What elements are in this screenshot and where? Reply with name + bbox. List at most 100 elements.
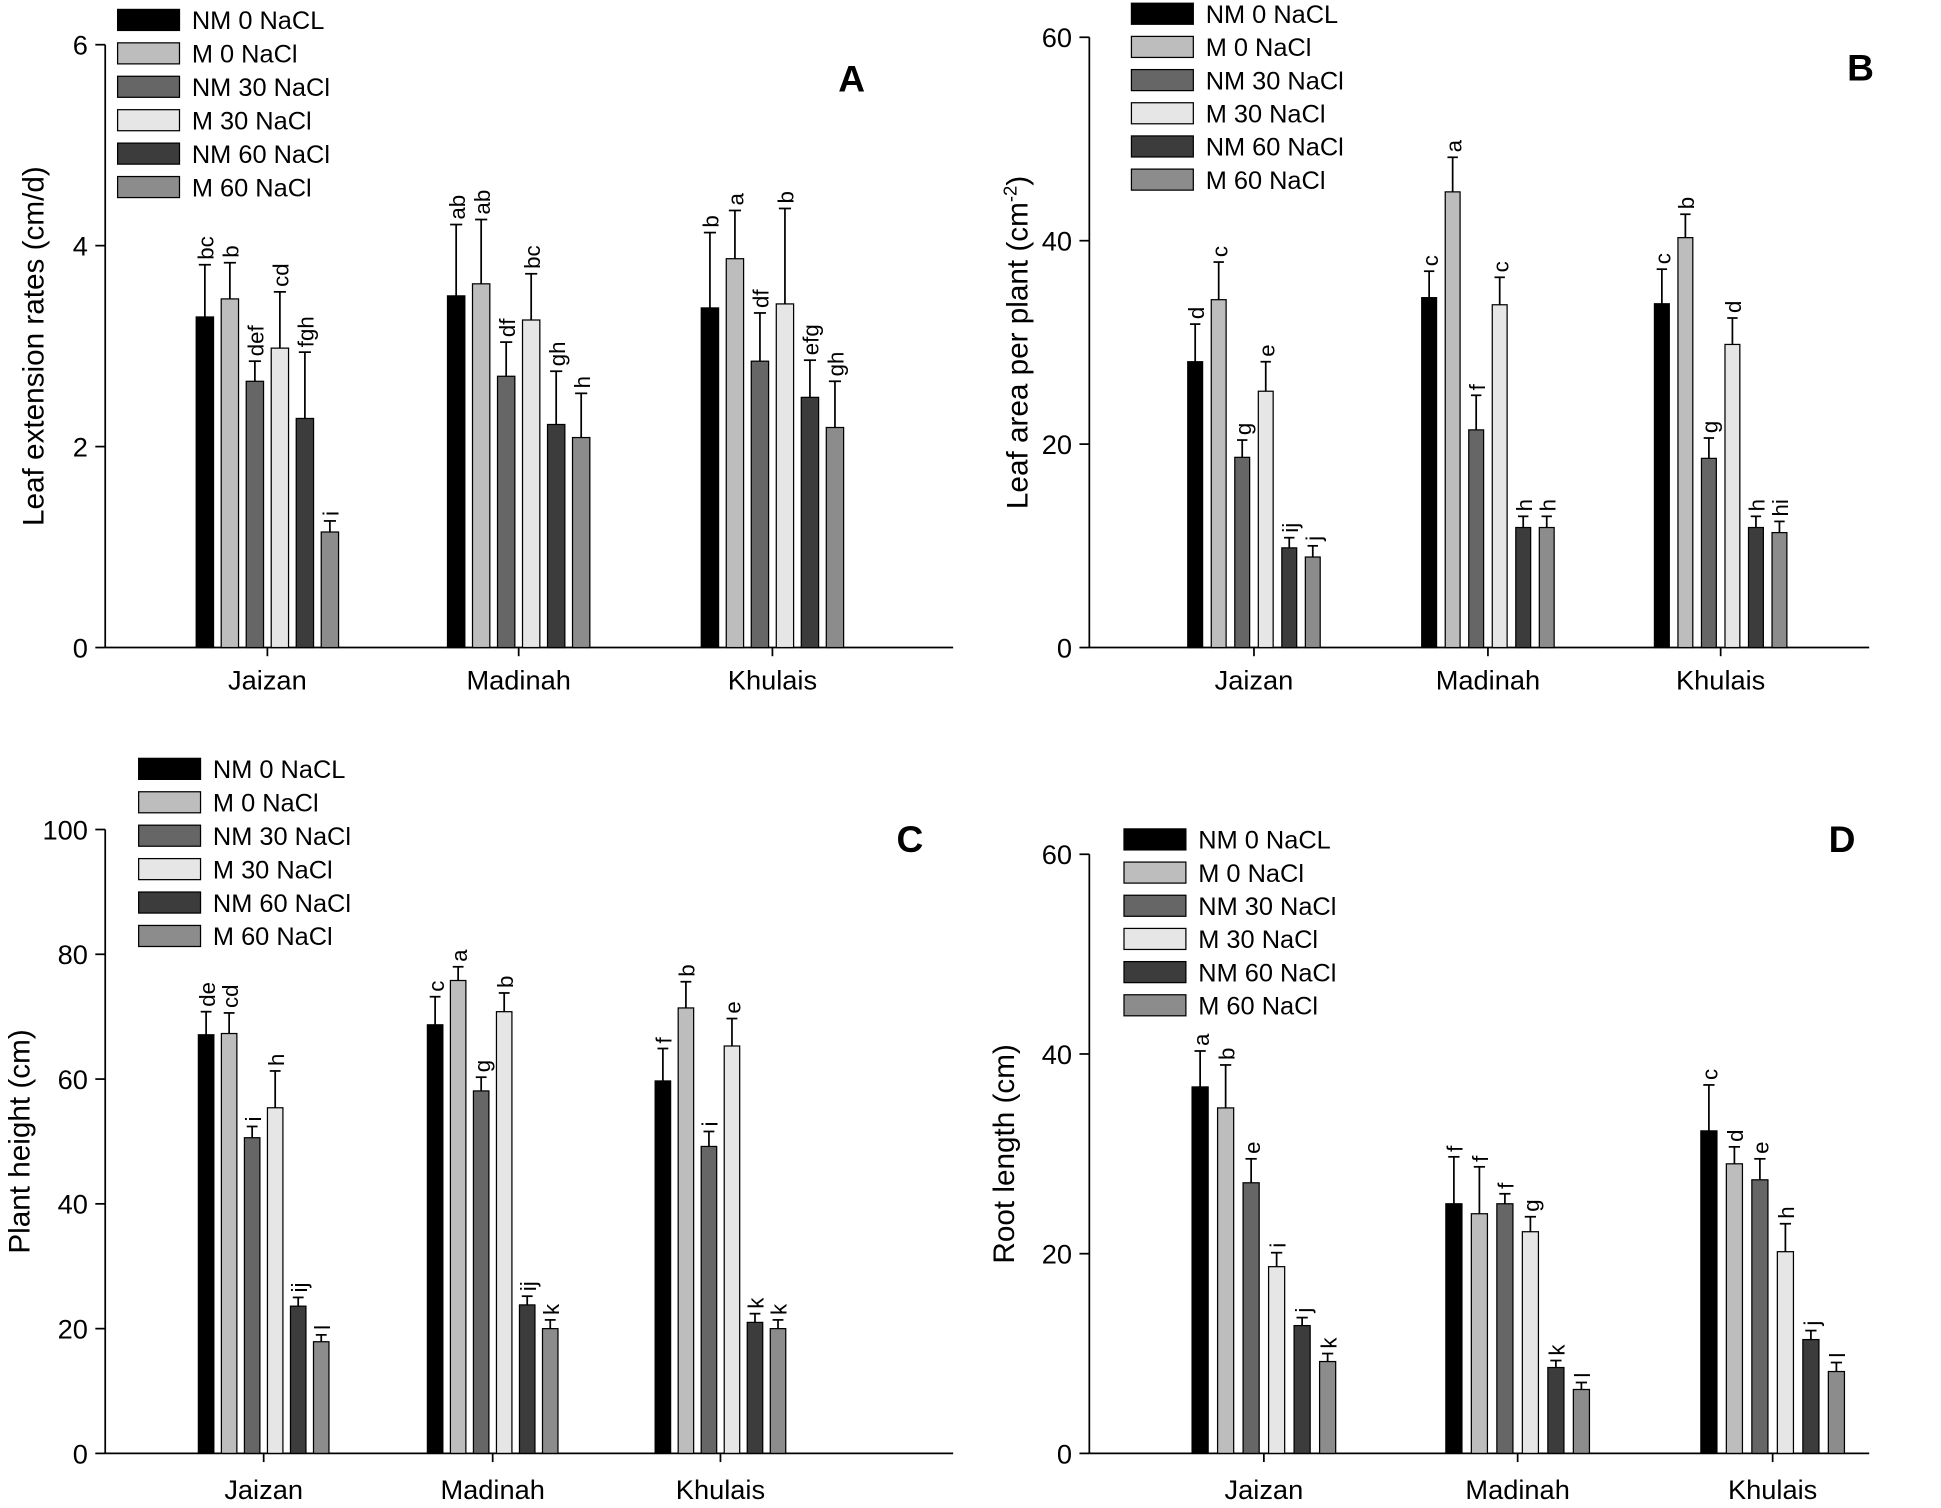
y-tick-label: 40 (58, 1189, 88, 1220)
significance-letter: b (774, 191, 799, 203)
bar-khulais-nm-0-nacl (1700, 1130, 1718, 1455)
error-bar (429, 995, 441, 1025)
significance-letter: bc (194, 236, 219, 260)
legend: NM 0 NaCL M 0 NaCl NM 30 NaCl M 30 NaCl NM 6… (1123, 827, 1336, 1021)
y-tick-label: 20 (1042, 1239, 1072, 1270)
panel-letter: B (1847, 47, 1874, 89)
bar-jaizan-nm-0-nacl (195, 316, 215, 649)
legend-label: NM 60 NaCl (192, 141, 330, 169)
legend-swatch-m-60-nacl (138, 924, 202, 948)
significance-letter: k (744, 1297, 769, 1309)
significance-letter: ab (445, 195, 470, 220)
significance-letter: df (749, 289, 774, 308)
error-bar (1680, 213, 1691, 238)
bar-jaizan-nm-60-nacl (1281, 547, 1298, 649)
significance-letter: d (1721, 301, 1746, 313)
legend-swatch-nm-60-nacl (1130, 135, 1194, 158)
significance-letter: h (264, 1054, 289, 1066)
significance-letter: a (724, 193, 749, 206)
y-axis-title: Root length (cm) (988, 1044, 1021, 1263)
y-tick-label: 60 (58, 1064, 88, 1095)
bar-jaizan-m-0-nacl (1216, 1107, 1235, 1455)
significance-letter: fgh (294, 316, 319, 347)
bar-madinah-nm-30-nacl (1468, 429, 1485, 649)
error-bar (450, 223, 463, 296)
bar-madinah-nm-30-nacl (472, 1090, 490, 1455)
significance-letter: i (241, 1117, 266, 1122)
significance-letter: efg (799, 324, 824, 355)
error-bar (248, 360, 261, 382)
error-bar (1194, 1050, 1206, 1087)
legend-swatch-m-30-nacl (1130, 102, 1194, 125)
bar-khulais-m-30-nacl (1724, 343, 1741, 649)
legend-label: NM 30 NaCl (1206, 67, 1344, 95)
error-bar (1245, 1157, 1257, 1183)
error-bar (772, 1319, 784, 1329)
bar-madinah-nm-0-nacl (446, 295, 466, 649)
legend-swatch-nm-30-nacl (1130, 68, 1194, 92)
legend-swatch-nm-0-nacl (138, 757, 202, 780)
error-bar (1524, 1215, 1537, 1232)
category-label-khulais: Khulais (728, 665, 817, 696)
category-label-madinah: Madinah (440, 1474, 544, 1505)
error-bar (726, 1017, 738, 1047)
bar-khulais-m-0-nacl (725, 258, 745, 649)
legend-label: NM 30 NaCl (213, 823, 351, 851)
significance-letter: cd (218, 984, 243, 1008)
significance-letter: b (493, 976, 518, 988)
error-bar (323, 520, 336, 532)
significance-letter: c (1488, 261, 1513, 272)
significance-letter: g (470, 1060, 495, 1072)
bar-jaizan-m-60-nacl (312, 1341, 330, 1455)
error-bar (1321, 1352, 1334, 1362)
bar-jaizan-m-30-nacl (1257, 390, 1274, 649)
y-tick-label: 60 (1042, 22, 1072, 53)
error-bar (1575, 1381, 1588, 1390)
significance-letter: cd (269, 263, 294, 287)
error-bar (575, 392, 588, 438)
y-axis-title-superscript: -2 (999, 186, 1020, 203)
error-bar (1189, 323, 1201, 362)
error-bar (1774, 520, 1785, 533)
bar-madinah-nm-60-nacl (546, 423, 566, 649)
significance-letter: c (424, 981, 449, 992)
legend-swatch-m-60-nacl (1123, 994, 1187, 1017)
category-label-jaizan: Jaizan (1215, 665, 1294, 696)
category-label-khulais: Khulais (676, 1474, 765, 1505)
legend-swatch-nm-30-nacl (138, 824, 202, 847)
y-axis-title: Plant height (cm) (4, 1029, 37, 1253)
error-bar (298, 351, 311, 419)
significance-letter: f (1468, 1155, 1493, 1162)
y-axis-title: Leaf area per plant (cm-2) (999, 176, 1034, 509)
legend-swatch-m-30-nacl (138, 857, 202, 881)
error-bar (828, 380, 842, 428)
y-tick-label: 6 (73, 30, 88, 61)
bar-jaizan-nm-30-nacl (243, 1137, 261, 1455)
category-label-khulais: Khulais (1676, 665, 1765, 696)
legend-label: M 0 NaCl (213, 790, 319, 818)
error-bar (1284, 536, 1295, 548)
bar-khulais-nm-30-nacl (750, 360, 770, 649)
legend-label: NM 0 NaCL (192, 7, 324, 35)
error-bar (1307, 544, 1318, 558)
error-bar (728, 209, 741, 259)
error-bar (1448, 1155, 1460, 1204)
error-bar (1779, 1222, 1792, 1252)
error-bar (1750, 515, 1762, 528)
legend-swatch-m-30-nacl (1123, 927, 1187, 951)
legend-label: M 30 NaCl (1206, 101, 1326, 129)
significance-letter: l (310, 1325, 335, 1330)
panel-letter: D (1829, 818, 1856, 860)
legend-label: NM 30 NaCl (192, 74, 330, 102)
error-bar (1470, 394, 1482, 430)
bar-khulais-m-0-nacl (677, 1007, 695, 1455)
legend-label: M 60 NaCl (213, 923, 333, 951)
legend-label: NM 0 NaCL (1198, 827, 1330, 855)
bar-jaizan-m-60-nacl (1304, 556, 1321, 649)
significance-letter: a (447, 949, 472, 962)
y-tick-label: 20 (1042, 429, 1072, 460)
legend: NM 0 NaCL M 0 NaCl NM 30 NaCl M 30 NaCl NM 6… (138, 756, 351, 951)
significance-letter: c (1651, 253, 1676, 264)
significance-letter: hi (1768, 499, 1793, 516)
